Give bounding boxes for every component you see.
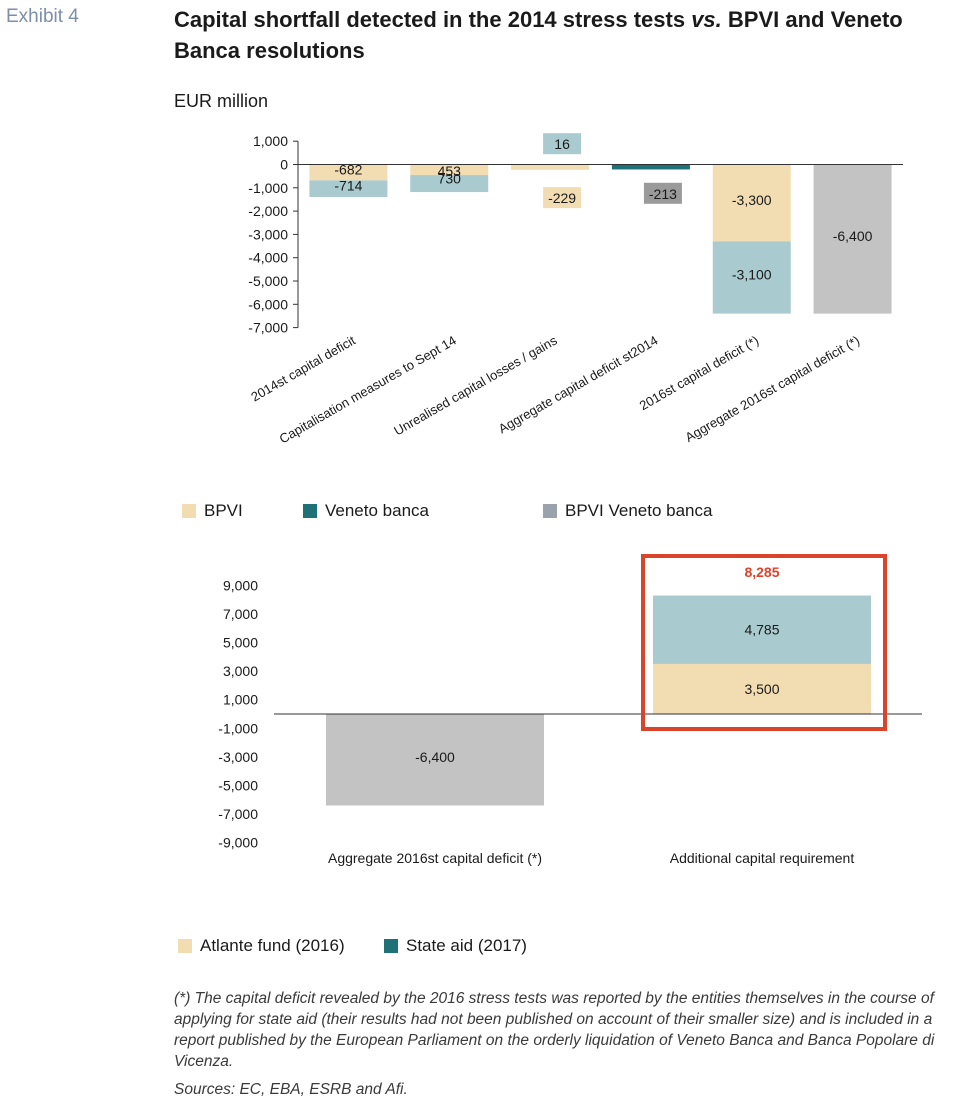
y-tick-label: -7,000 (248, 320, 288, 336)
category-label: Aggregate 2016st capital deficit (*) (328, 850, 542, 866)
sources: Sources: EC, EBA, ESRB and Afi. (174, 1081, 408, 1098)
bar-state-aid (653, 595, 871, 664)
bar-veneto (410, 175, 489, 193)
legend-1: BPVI (182, 501, 243, 521)
y-tick-label: -2,000 (248, 203, 288, 219)
title-part-b: BPVI and Veneto Banca resolutions (174, 7, 903, 63)
data-label-bg (543, 187, 582, 209)
footnote: (*) The capital deficit revealed by the … (174, 990, 935, 1070)
highlight-box (641, 554, 887, 731)
category-label: Additional capital requirement (670, 850, 855, 866)
legend-swatch-combined (543, 504, 557, 518)
legend-1-combined: BPVI Veneto banca (543, 501, 712, 521)
data-label: -3,300 (732, 192, 772, 208)
bar-veneto (712, 241, 791, 314)
data-label: -229 (548, 190, 576, 206)
legend-swatch-bpvi (182, 504, 196, 518)
chart-title: Capital shortfall detected in the 2014 s… (174, 4, 954, 66)
legend-label-bpvi: BPVI (204, 501, 243, 520)
unit-label: EUR million (174, 91, 269, 111)
data-label: -714 (334, 178, 362, 194)
y-tick-label: 3,000 (223, 663, 258, 679)
y-tick-label: 1,000 (223, 692, 258, 708)
y-tick-label: 0 (280, 157, 288, 173)
y-tick-label: 1,000 (253, 133, 288, 149)
legend-2-state-aid: State aid (2017) (384, 936, 527, 956)
bar-deficit (326, 714, 544, 806)
title-vs: vs. (691, 7, 722, 32)
y-tick-label: -6,000 (248, 296, 288, 312)
exhibit-label: Exhibit 4 (6, 6, 79, 27)
legend-swatch-veneto (303, 504, 317, 518)
y-tick-label: -4,000 (248, 250, 288, 266)
y-tick-label: -5,000 (248, 273, 288, 289)
y-tick-label: -9,000 (218, 835, 258, 851)
legend-label-veneto: Veneto banca (325, 501, 429, 520)
bar-bpvi (410, 164, 489, 176)
y-tick-label: -7,000 (218, 806, 258, 822)
bar-combined (611, 164, 690, 170)
legend-1-veneto: Veneto banca (303, 501, 429, 521)
bar-atlante (653, 663, 871, 714)
y-tick-label: -3,000 (218, 749, 258, 765)
legend-2-atlante: Atlante fund (2016) (178, 936, 345, 956)
y-tick-label: -1,000 (218, 720, 258, 736)
bar-veneto (309, 180, 388, 198)
data-label: 453 (438, 163, 462, 179)
data-label: 4,785 (744, 622, 779, 638)
bottom-stacked-bar-chart: 9,000 7,000 5,000 3,000 1,000 -1,000 -3,000 -5,… (218, 554, 922, 866)
bar-bpvi (511, 164, 590, 170)
legend-label-state-aid: State aid (2017) (406, 936, 527, 955)
data-label: -213 (649, 186, 677, 202)
y-tick-label: 5,000 (223, 635, 258, 651)
legend-label-combined: BPVI Veneto banca (565, 501, 713, 520)
total-label: 8,285 (744, 564, 779, 580)
bar-bpvi (309, 164, 388, 181)
data-label: 16 (554, 136, 570, 152)
y-tick-label: 7,000 (223, 606, 258, 622)
title-part-a: Capital shortfall detected in the 2014 s… (174, 7, 692, 32)
y-tick-label: -5,000 (218, 778, 258, 794)
y-tick-label: -1,000 (248, 180, 288, 196)
data-label: -6,400 (833, 228, 873, 244)
data-label: -682 (334, 161, 362, 177)
bar-combined (813, 164, 892, 314)
data-label: 730 (438, 171, 462, 187)
y-tick-label: -3,000 (248, 226, 288, 242)
top-stacked-bar-chart: 1,000 0 -1,000 -2,000 -3,000 -4,000 -5,000 -6,0… (248, 133, 903, 446)
bar-bpvi (712, 164, 791, 242)
y-tick-label: 9,000 (223, 577, 258, 593)
data-label-bg (543, 133, 582, 155)
data-label-bg (643, 182, 682, 204)
data-label: 3,500 (744, 681, 779, 697)
legend-label-atlante: Atlante fund (2016) (200, 936, 345, 955)
data-label: -3,100 (732, 267, 772, 283)
data-label: -6,400 (415, 749, 455, 765)
legend-swatch-state-aid (384, 939, 398, 953)
legend-swatch-atlante (178, 939, 192, 953)
